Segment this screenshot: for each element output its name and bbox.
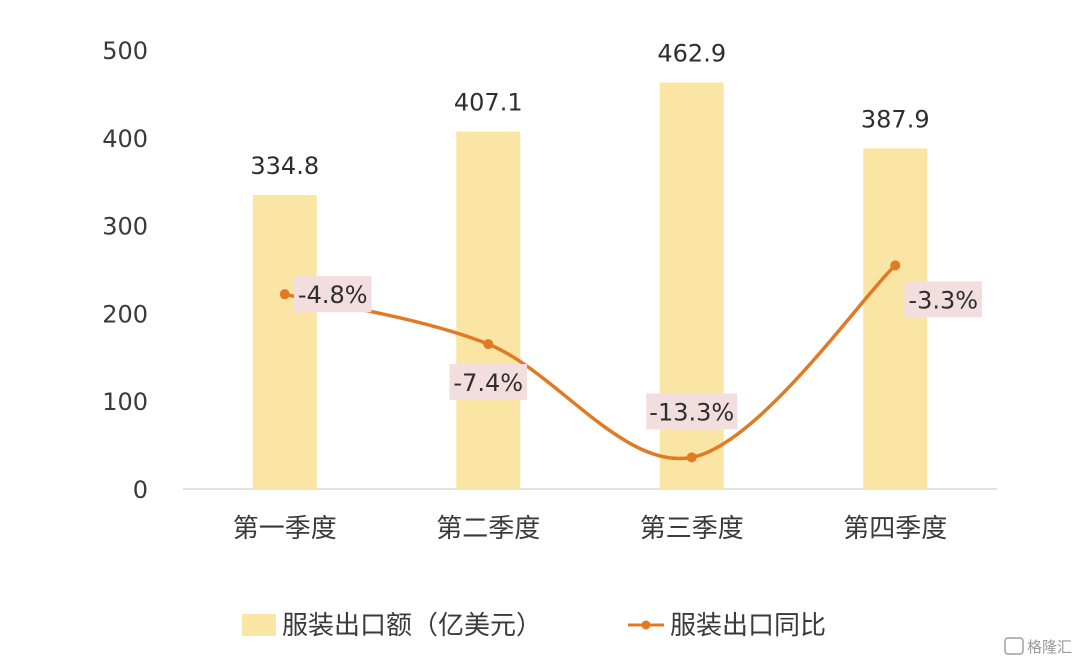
- x-category-label: 第四季度: [843, 514, 947, 544]
- line-label-box: [449, 364, 527, 401]
- bar-value-label: 387.9: [861, 105, 930, 133]
- bar: [456, 131, 521, 489]
- yoy-line: [284, 264, 897, 461]
- line-point: [890, 260, 901, 271]
- bar-value-label: 407.1: [454, 89, 523, 117]
- y-tick-label: 200: [102, 300, 148, 328]
- y-tick-label: 0: [133, 476, 148, 504]
- y-tick-label: 100: [102, 388, 148, 416]
- bar: [863, 148, 928, 489]
- bar-value-label: 462.9: [657, 40, 726, 68]
- line-point: [686, 452, 697, 463]
- x-category-label: 第三季度: [640, 514, 744, 544]
- watermark-text: 格隆汇: [1027, 638, 1072, 656]
- x-category-label: 第一季度: [233, 514, 337, 544]
- bar-data-labels: 334.8 407.1 462.9 387.9: [250, 40, 929, 180]
- y-tick-label: 400: [102, 125, 148, 153]
- line-label-box: [904, 281, 982, 318]
- line-value-label: -7.4%: [453, 369, 523, 397]
- y-tick-label: 300: [102, 213, 148, 241]
- legend-line-marker: [641, 620, 651, 630]
- legend-bar-swatch: [242, 614, 276, 636]
- legend-line-label: 服装出口同比: [670, 611, 826, 641]
- x-category-label: 第二季度: [436, 514, 540, 544]
- watermark-logo: [1004, 637, 1024, 655]
- line-point: [483, 339, 494, 350]
- legend: 服装出口额（亿美元） 服装出口同比: [242, 611, 826, 641]
- line-series: [279, 260, 901, 463]
- line-data-labels: -4.8% -7.4% -13.3% -3.3%: [294, 276, 982, 430]
- line-value-label: -13.3%: [649, 398, 734, 426]
- line-value-label: -4.8%: [298, 281, 368, 309]
- line-label-box: [294, 276, 372, 313]
- legend-bar-label: 服装出口额（亿美元）: [282, 611, 542, 641]
- x-axis-categories: 第一季度 第二季度 第三季度 第四季度: [233, 514, 948, 544]
- bar-value-label: 334.8: [250, 152, 319, 180]
- line-point: [279, 289, 290, 300]
- line-label-box: [646, 393, 738, 430]
- bar: [252, 195, 317, 489]
- y-axis-ticks: 0 100 200 300 400 500: [102, 37, 148, 504]
- watermark: 格隆汇: [1004, 637, 1072, 656]
- y-tick-label: 500: [102, 37, 148, 65]
- line-value-label: -3.3%: [908, 286, 978, 314]
